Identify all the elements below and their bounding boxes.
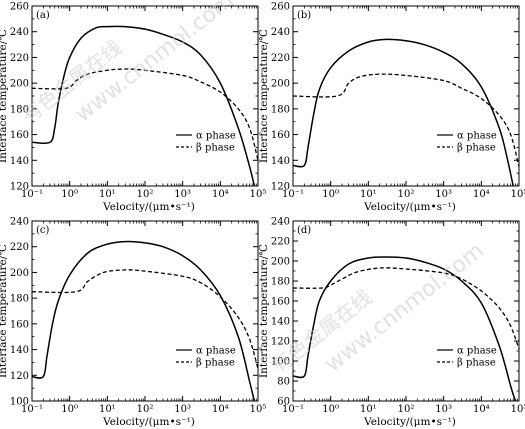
y-axis-label: Interface temperature/℃ [0,29,9,163]
legend-label: β phase [457,143,496,154]
y-tick-label: 160 [271,297,290,308]
x-tick-label: 10⁻¹ [21,189,43,200]
y-axis-label: Interface temperature/℃ [258,29,270,163]
alpha-phase-line [32,240,256,401]
beta-phase-line [293,267,519,350]
y-tick-label: 220 [10,53,29,64]
beta-phase-line [32,68,258,161]
y-tick-label: 100 [10,397,29,408]
x-tick-label: 10⁵ [250,404,267,415]
alpha-phase-line [293,256,517,401]
beta-phase-line [32,269,258,370]
x-tick-label: 10⁴ [212,404,229,415]
x-tick-label: 10¹ [360,189,377,200]
x-axis-label: Velocity/(μm•s⁻¹) [102,201,195,213]
y-tick-label: 240 [10,27,29,38]
y-tick-label: 200 [10,268,29,279]
alpha-phase-line [293,38,514,186]
x-tick-label: 10⁻¹ [282,189,304,200]
x-tick-label: 10⁰ [322,189,339,200]
y-axis-label: Interface temperature/℃ [0,244,9,378]
x-tick-label: 10² [137,189,154,200]
y-tick-label: 180 [271,277,290,288]
panel-label: (c) [36,225,50,236]
y-tick-label: 120 [271,337,290,348]
x-tick-label: 10⁵ [250,189,267,200]
y-tick-label: 120 [10,371,29,382]
y-tick-label: 220 [10,242,29,253]
x-tick-label: 10⁴ [473,404,490,415]
x-tick-label: 10³ [435,404,452,415]
y-tick-label: 160 [10,130,29,141]
y-tick-label: 80 [277,377,290,388]
chart-panel-2: 10⁻¹ 10⁰ 10¹ 10² 10³ 10⁴ 10⁵ 120 140 160 180 200 220… [258,2,525,214]
y-tick-label: 140 [10,345,29,356]
y-tick-label: 120 [271,182,290,193]
y-tick-label: 200 [271,79,290,90]
y-axis-label: Interface temperature/℃ [258,244,270,378]
y-tick-label: 240 [10,217,29,228]
y-tick-label: 60 [277,397,290,408]
legend-label: α phase [457,346,497,357]
y-tick-label: 260 [10,2,29,13]
beta-phase-line [293,73,519,167]
chart-panel-4: 10⁻¹ 10⁰ 10¹ 10² 10³ 10⁴ 10⁵ 60 80 100 120 140 160 18… [258,217,525,429]
y-tick-label: 220 [271,237,290,248]
x-tick-label: 10⁴ [473,189,490,200]
y-tick-label: 160 [10,319,29,330]
alpha-phase-line [32,25,256,186]
x-tick-label: 10³ [435,189,452,200]
x-tick-label: 10¹ [99,404,116,415]
x-tick-label: 10² [398,404,415,415]
panel-label: (a) [36,10,50,21]
plot-frame [292,5,520,187]
y-tick-label: 240 [271,217,290,228]
x-tick-label: 10⁰ [61,189,78,200]
x-tick-label: 10⁴ [212,189,229,200]
x-tick-label: 10⁰ [322,404,339,415]
y-tick-label: 140 [10,156,29,167]
legend-label: β phase [196,358,235,369]
y-tick-label: 260 [271,2,290,13]
panel-label: (d) [297,225,311,236]
legend-label: β phase [196,143,235,154]
y-tick-label: 140 [271,317,290,328]
y-tick-label: 240 [271,27,290,38]
chart-panel-3: 10⁻¹ 10⁰ 10¹ 10² 10³ 10⁴ 10⁵ 100 120 140 160 180 200… [0,217,266,429]
legend-label: α phase [196,346,236,357]
x-axis-label: Velocity/(μm•s⁻¹) [102,416,195,428]
chart-panel-1: 10⁻¹ 10⁰ 10¹ 10² 10³ 10⁴ 10⁵ 120 140 160 180 200 220… [0,2,266,214]
legend-label: α phase [457,131,497,142]
legend-label: α phase [196,131,236,142]
x-tick-label: 10¹ [360,404,377,415]
y-tick-label: 200 [10,79,29,90]
x-tick-label: 10⁻¹ [21,404,43,415]
x-tick-label: 10² [398,189,415,200]
x-tick-label: 10² [137,404,154,415]
panel-label: (b) [297,10,311,21]
y-tick-label: 100 [271,357,290,368]
x-tick-label: 10⁵ [511,404,525,415]
y-tick-label: 140 [271,156,290,167]
x-tick-label: 10¹ [99,189,116,200]
y-tick-label: 200 [271,257,290,268]
x-tick-label: 10³ [174,189,191,200]
y-tick-label: 180 [10,104,29,115]
y-tick-label: 180 [10,294,29,305]
x-tick-label: 10⁰ [61,404,78,415]
y-tick-label: 220 [271,53,290,64]
y-tick-label: 160 [271,130,290,141]
x-tick-label: 10⁻¹ [282,404,304,415]
y-tick-label: 180 [271,104,290,115]
x-tick-label: 10⁵ [511,189,525,200]
plot-frame [31,220,259,402]
legend-label: β phase [457,358,496,369]
x-axis-label: Velocity/(μm•s⁻¹) [363,201,456,213]
x-axis-label: Velocity/(μm•s⁻¹) [363,416,456,428]
x-tick-label: 10³ [174,404,191,415]
y-tick-label: 120 [10,182,29,193]
